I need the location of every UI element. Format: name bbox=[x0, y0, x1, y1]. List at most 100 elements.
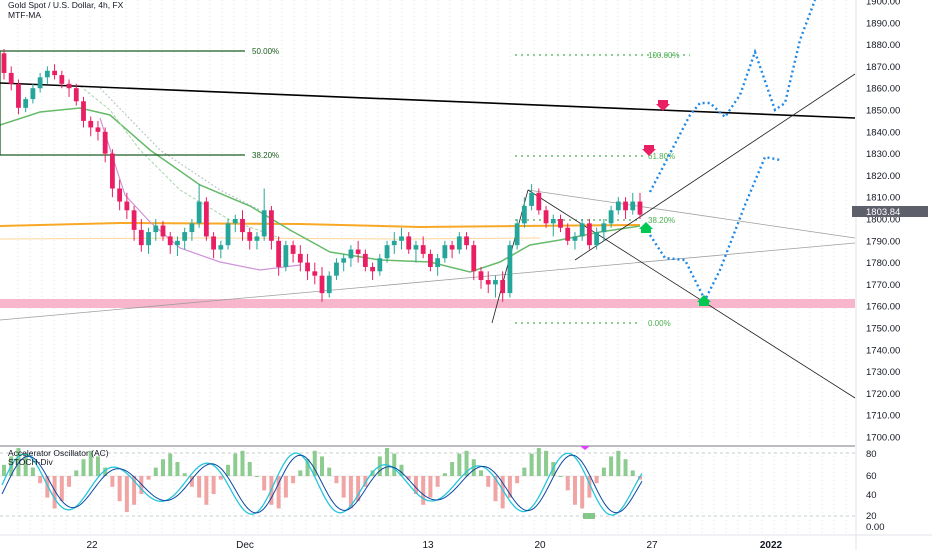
osc-bar bbox=[2, 464, 6, 476]
price-tick-label: 1760.00 bbox=[866, 302, 900, 313]
osc-bar bbox=[262, 476, 267, 491]
black-rising-line[interactable] bbox=[574, 73, 856, 261]
candle-body bbox=[167, 236, 173, 246]
arrow-up-marker-stem bbox=[641, 229, 651, 233]
osc-bar bbox=[81, 459, 86, 476]
candle-body bbox=[529, 192, 534, 206]
level-label-50: 50.00% bbox=[252, 47, 279, 56]
osc-bar bbox=[609, 456, 614, 476]
osc-bar bbox=[630, 470, 635, 476]
candle-body bbox=[211, 236, 216, 250]
osc-bar bbox=[464, 450, 469, 476]
osc-bar bbox=[558, 476, 563, 477]
candles-group[interactable] bbox=[1, 48, 643, 302]
time-tick-label: Dec bbox=[236, 540, 254, 550]
osc-bar bbox=[74, 470, 79, 476]
price-tick-label: 1710.00 bbox=[866, 411, 900, 422]
grey-ma-dotted bbox=[99, 87, 261, 211]
fib-label-38: 38.20% bbox=[648, 216, 675, 225]
osc-bar bbox=[327, 467, 332, 476]
candle-body bbox=[261, 210, 267, 237]
candle-body bbox=[428, 253, 433, 267]
candle-body bbox=[326, 275, 332, 294]
candle-body bbox=[23, 99, 29, 108]
osc-bar bbox=[38, 476, 43, 484]
osc-bar bbox=[52, 476, 57, 509]
grey-upper-trendline[interactable] bbox=[527, 189, 856, 239]
candle-body bbox=[420, 245, 426, 254]
candle-body bbox=[16, 83, 21, 108]
osc-bar bbox=[580, 476, 585, 509]
osc-bar bbox=[500, 476, 505, 509]
price-axis[interactable]: 1900.00 1890.00 1880.00 1870.00 1860.00 1850.… bbox=[855, 0, 900, 550]
osc-axis-80: 80 bbox=[866, 449, 877, 460]
candle-body bbox=[630, 201, 636, 211]
grey-support-trendline[interactable] bbox=[0, 242, 856, 321]
osc-bar bbox=[544, 450, 549, 476]
oscillator-pane[interactable]: Accelerator Oscillator (AC) STOCH-Div bbox=[0, 446, 855, 519]
current-price-box bbox=[852, 206, 928, 217]
osc-bar bbox=[254, 476, 259, 477]
candle-body bbox=[572, 236, 578, 241]
osc-bar bbox=[298, 470, 303, 476]
osc-bar bbox=[392, 453, 397, 476]
candle-body bbox=[131, 210, 137, 230]
osc-bar bbox=[486, 476, 491, 487]
time-axis[interactable]: 22 Dec 13 20 27 2022 bbox=[86, 540, 782, 551]
candle-body bbox=[138, 229, 144, 246]
candle-body bbox=[500, 280, 506, 294]
candle-body bbox=[435, 258, 441, 267]
projection-path-upper bbox=[648, 0, 817, 193]
osc-title: Accelerator Oscillator (AC) bbox=[8, 448, 109, 458]
osc-subtitle: STOCH-Div bbox=[8, 457, 53, 467]
projection-path-lower bbox=[648, 155, 781, 303]
osc-bar bbox=[572, 476, 577, 505]
price-tick-label: 1780.00 bbox=[866, 258, 900, 269]
osc-axis-40: 40 bbox=[866, 490, 877, 501]
price-pane[interactable]: 50.00% 38.20% 100.00% 61.80% 38.20% 0.00… bbox=[0, 0, 856, 534]
osc-bar bbox=[211, 476, 216, 494]
osc-bar bbox=[23, 453, 28, 476]
support-zone bbox=[0, 299, 855, 308]
osc-bar bbox=[175, 462, 180, 476]
candle-body bbox=[550, 219, 556, 224]
price-tick-label: 1770.00 bbox=[866, 280, 900, 291]
candle-body bbox=[370, 266, 375, 272]
price-tick-label: 1720.00 bbox=[866, 389, 900, 400]
candle-body bbox=[290, 245, 296, 254]
candle-body bbox=[565, 227, 571, 241]
candle-body bbox=[37, 77, 43, 89]
osc-bar bbox=[103, 467, 108, 476]
price-tick-label: 1810.00 bbox=[866, 193, 900, 204]
candle-body bbox=[391, 240, 397, 246]
osc-bar bbox=[341, 476, 346, 498]
time-tick-label: 20 bbox=[534, 540, 546, 550]
osc-bar bbox=[601, 467, 606, 476]
candle-body bbox=[240, 219, 245, 233]
osc-bar bbox=[16, 448, 21, 476]
candle-body bbox=[52, 70, 57, 76]
osc-bar bbox=[291, 476, 296, 484]
fib-dotted-lines bbox=[515, 54, 690, 324]
osc-bar bbox=[146, 476, 151, 480]
candle-body bbox=[637, 201, 643, 215]
indicator-title: MTF-MA bbox=[8, 10, 41, 20]
black-trendline[interactable] bbox=[0, 82, 856, 119]
arrow-up-marker-2 bbox=[697, 295, 711, 302]
osc-bar bbox=[189, 476, 194, 487]
candle-body bbox=[175, 240, 180, 246]
stoch-d-line bbox=[1, 454, 643, 514]
osc-bar bbox=[226, 464, 231, 476]
candle-body bbox=[594, 232, 600, 246]
candle-body bbox=[623, 201, 628, 211]
candle-body bbox=[276, 240, 282, 267]
osc-bar bbox=[587, 476, 592, 498]
candle-body bbox=[587, 223, 592, 246]
candle-body bbox=[362, 253, 368, 267]
osc-bar bbox=[507, 476, 512, 498]
arrow-up-marker-2-stem bbox=[699, 302, 709, 306]
osc-bar bbox=[479, 470, 483, 476]
price-tick-label: 1800.00 bbox=[866, 215, 900, 226]
